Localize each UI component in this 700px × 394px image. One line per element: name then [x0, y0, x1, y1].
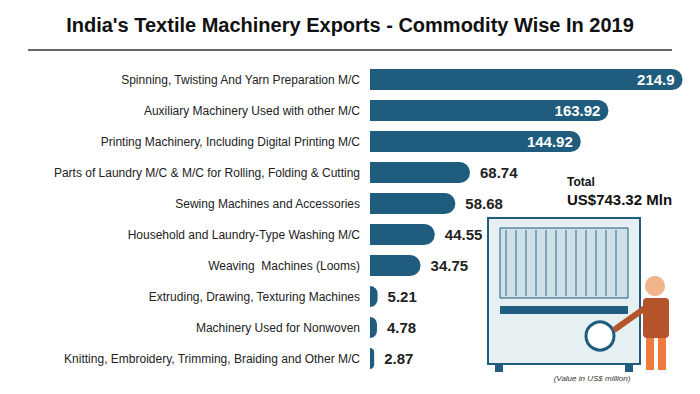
svg-text:58.68: 58.68	[465, 195, 503, 212]
svg-text:Knitting, Embroidery, Trimming: Knitting, Embroidery, Trimming, Braiding…	[64, 352, 360, 366]
svg-text:Weaving Machines (Looms): Weaving Machines (Looms)	[208, 259, 360, 273]
svg-text:34.75: 34.75	[431, 257, 469, 274]
svg-text:Machinery Used for Nonwoven: Machinery Used for Nonwoven	[196, 321, 360, 335]
svg-text:Total: Total	[567, 175, 595, 189]
svg-text:US$743.32 Mln: US$743.32 Mln	[567, 191, 672, 208]
svg-text:163.92: 163.92	[555, 102, 601, 119]
svg-text:4.78: 4.78	[387, 319, 416, 336]
svg-text:Extruding, Drawing, Texturing: Extruding, Drawing, Texturing Machines	[149, 290, 360, 304]
svg-text:Spinning, Twisting And Yarn Pr: Spinning, Twisting And Yarn Preparation …	[121, 73, 360, 87]
svg-text:214.9: 214.9	[637, 71, 675, 88]
svg-text:Printing Machinery, Including: Printing Machinery, Including Digital Pr…	[101, 135, 361, 149]
svg-text:5.21: 5.21	[388, 288, 417, 305]
svg-text:India's Textile Machinery Expo: India's Textile Machinery Exports - Comm…	[66, 14, 634, 36]
svg-text:44.55: 44.55	[445, 226, 483, 243]
svg-text:Sewing Machines and Accessorie: Sewing Machines and Accessories	[175, 197, 360, 211]
svg-text:(Value in US$ million): (Value in US$ million)	[554, 374, 631, 383]
svg-text:Household and Laundry-Type Was: Household and Laundry-Type Washing M/C	[128, 228, 361, 242]
svg-text:144.92: 144.92	[527, 133, 573, 150]
svg-text:Parts of Laundry M/C & M/C for: Parts of Laundry M/C & M/C for Rolling, …	[54, 166, 360, 180]
svg-text:68.74: 68.74	[480, 164, 518, 181]
svg-text:2.87: 2.87	[384, 350, 413, 367]
svg-text:Auxiliary Machinery Used with: Auxiliary Machinery Used with other M/C	[144, 104, 360, 118]
